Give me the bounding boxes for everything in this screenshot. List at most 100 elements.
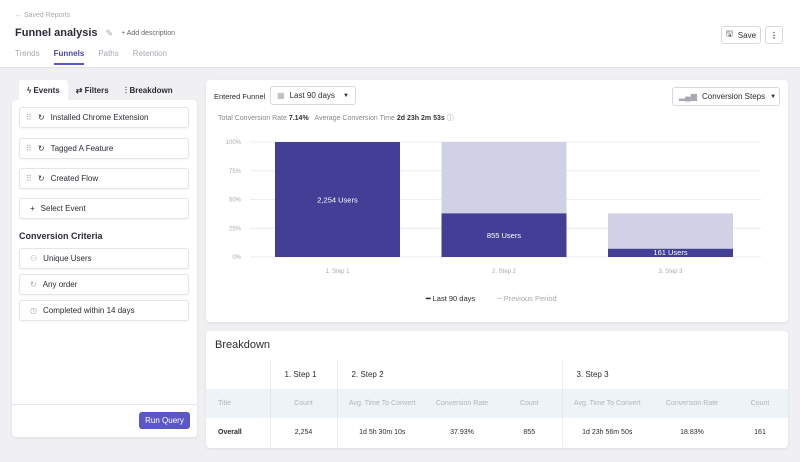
view-label: Conversion Steps [701, 92, 766, 101]
legend-item[interactable]: ━ Last 90 days [426, 294, 476, 303]
bar-label: 855 Users [487, 231, 521, 240]
funnel-chart: 100% 75% 50% 25% 0% 2,254 Users 1. Step 1 855 U… [226, 140, 761, 275]
clock-icon: ◷ [30, 306, 37, 315]
event-label: Created Flow [50, 174, 99, 183]
save-button[interactable]: 🖫 Save [721, 26, 761, 44]
y-tick-label: 0% [232, 255, 241, 261]
column-header: Title [206, 389, 271, 418]
tab-trends[interactable]: Trends [15, 49, 40, 58]
entered-funnel-label: Entered Funnel [214, 92, 266, 101]
breakdown-table: 1. Step 1 2. Step 2 3. Step 3 Title Coun… [206, 360, 788, 447]
page-title: Funnel analysis [15, 27, 98, 39]
refresh-icon: ↻ [37, 144, 45, 153]
header: ← Saved Reports Funnel analysis ✎ + Add … [0, 0, 800, 68]
avg-time-value: 2d 23h 2m 53s [396, 115, 445, 122]
legend-item[interactable]: ╌ Previous Period [497, 294, 557, 303]
column-header: Avg. Time To Convert [348, 400, 416, 407]
cell: 161 [754, 429, 766, 436]
avg-time-label: Average Conversion Time [314, 115, 395, 122]
user-icon: ⚇ [30, 254, 38, 263]
x-tick-label: 1. Step 1 [325, 269, 350, 275]
view-dropdown[interactable]: ▂▄▆ Conversion Steps ▼ [672, 87, 780, 106]
column-header: Avg. Time To Convert [573, 400, 641, 407]
select-event-label: Select Event [40, 204, 86, 213]
refresh-icon: ↻ [37, 113, 45, 122]
breakdown-title: Breakdown [215, 339, 271, 351]
drag-handle-icon[interactable]: ⠿ [26, 174, 32, 183]
event-item[interactable]: ⠿ ↻ Tagged A Feature [19, 138, 189, 159]
plus-icon: + [30, 204, 35, 213]
x-tick-label: 2. Step 2 [492, 269, 517, 275]
drag-handle-icon[interactable]: ⠿ [26, 144, 32, 153]
bar [608, 248, 733, 257]
criteria-item[interactable]: ◷ Completed within 14 days [19, 300, 189, 321]
title-row: Funnel analysis ✎ + Add description [15, 27, 175, 39]
step-header: 1. Step 1 [270, 360, 338, 389]
report-tabs: Trends Funnels Paths Retention [15, 49, 167, 65]
add-description-button[interactable]: + Add description [121, 29, 175, 37]
date-range-dropdown[interactable]: ▦ Last 90 days ▼ [270, 86, 356, 105]
chart-legend: ━ Last 90 days ╌ Previous Period [426, 294, 557, 303]
y-tick-label: 25% [229, 226, 242, 232]
legend-label: Last 90 days [432, 294, 476, 303]
criteria-title: Conversion Criteria [19, 231, 103, 241]
cell: 2,254 [270, 418, 338, 447]
column-header: Conversion Rate [665, 400, 719, 407]
chevron-down-icon: ▼ [343, 92, 349, 99]
chevron-down-icon: ▼ [770, 93, 777, 100]
cell: 37.93% [450, 429, 474, 436]
header-cell [206, 360, 271, 389]
cell: 1d 23h 56m 50s [582, 429, 633, 436]
bar-label: 161 Users [653, 248, 687, 257]
cell: 18.83% [680, 429, 704, 436]
run-query-button[interactable]: Run Query [139, 412, 190, 429]
order-icon: ↻ [30, 280, 37, 289]
breakdown-card: Breakdown 1. Step 1 2. Step 2 3. Step 3 … [206, 331, 788, 448]
edit-icon[interactable]: ✎ [105, 27, 114, 38]
tab-events-label: Events [33, 86, 60, 95]
tab-retention[interactable]: Retention [132, 49, 167, 58]
legend-label: Previous Period [503, 294, 557, 303]
y-tick-label: 100% [226, 140, 242, 146]
chart-card: Entered Funnel ▦ Last 90 days ▼ ▂▄▆ Convers… [206, 80, 788, 322]
row-title: Overall [206, 418, 271, 447]
event-label: Installed Chrome Extension [50, 113, 149, 122]
y-tick-label: 75% [229, 169, 242, 175]
tab-filters[interactable]: ⇄ Filters [75, 86, 109, 95]
table-row[interactable]: Overall 2,254 1d 5h 30m 10s 37.93% 855 1… [206, 418, 788, 447]
bar [441, 213, 567, 257]
query-tabs: ϟ Events ⇄ Filters ⵗ Breakdown [19, 80, 181, 101]
bar-chart-icon: ▂▄▆ [679, 92, 697, 101]
total-rate-label: Total Conversion Rate [218, 115, 287, 122]
column-header: Count [270, 389, 338, 418]
back-link[interactable]: ← Saved Reports [15, 12, 71, 19]
tab-events[interactable]: ϟ Events [19, 80, 68, 101]
back-label: Saved Reports [23, 12, 71, 19]
column-header: Count [497, 389, 563, 418]
more-menu-icon[interactable]: ⋮ [765, 26, 783, 44]
drag-handle-icon[interactable]: ⠿ [26, 113, 32, 122]
event-item[interactable]: ⠿ ↻ Created Flow [19, 168, 189, 189]
tab-breakdown-label: Breakdown [129, 86, 173, 95]
refresh-icon: ↻ [37, 174, 45, 183]
calendar-icon: ▦ [277, 91, 285, 100]
tab-filters-label: Filters [84, 86, 109, 95]
tab-breakdown[interactable]: ⵗ Breakdown [124, 86, 173, 95]
total-rate-value: 7.14% [288, 115, 309, 122]
column-header: Conversion Rate [435, 400, 489, 407]
cell: 855 [497, 418, 563, 447]
save-icon: 🖫 [725, 29, 733, 38]
criteria-label: Completed within 14 days [42, 306, 135, 315]
x-tick-label: 3. Step 3 [658, 269, 683, 275]
tab-paths[interactable]: Paths [98, 49, 119, 58]
criteria-item[interactable]: ⚇ Unique Users [19, 248, 189, 269]
criteria-label: Any order [42, 280, 78, 289]
event-label: Tagged A Feature [50, 144, 114, 153]
tab-funnels[interactable]: Funnels [53, 49, 85, 65]
criteria-item[interactable]: ↻ Any order [19, 274, 189, 295]
select-event-button[interactable]: + Select Event [19, 198, 189, 219]
event-item[interactable]: ⠿ ↻ Installed Chrome Extension [19, 107, 189, 128]
info-icon[interactable]: ⓘ [446, 115, 454, 122]
date-range-label: Last 90 days [289, 91, 335, 100]
bar-label: 2,254 Users [317, 196, 358, 205]
